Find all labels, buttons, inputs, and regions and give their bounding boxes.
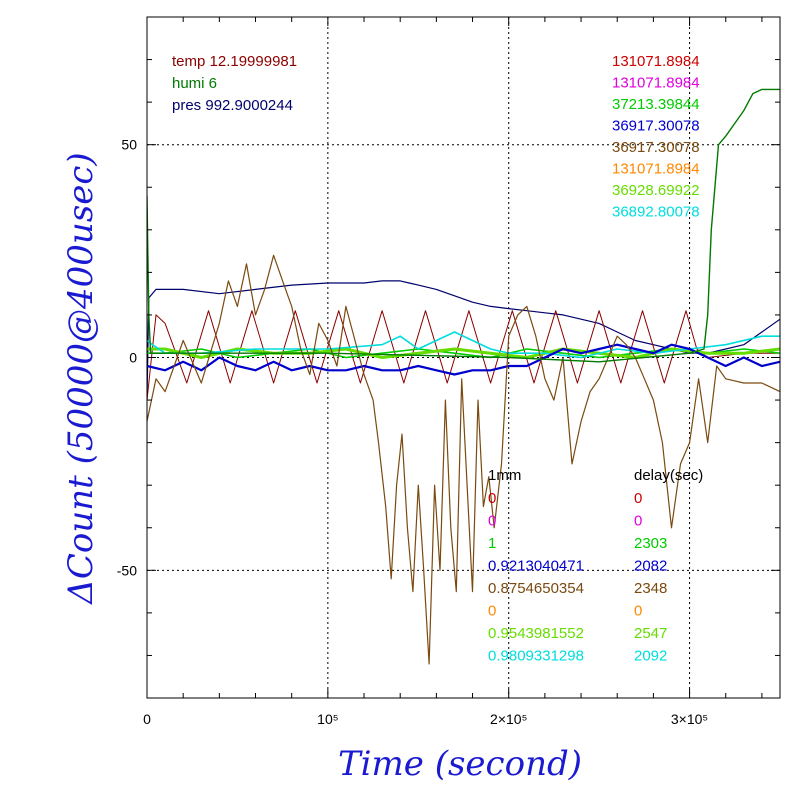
table-delay-value: 2082	[634, 558, 667, 575]
series-line-4	[147, 347, 780, 359]
x-tick-label: 10⁵	[317, 711, 338, 727]
legend-right-entry: 36917.30078	[612, 139, 700, 156]
series-line-2	[147, 310, 780, 401]
table-mm-value: 0	[488, 603, 496, 620]
table-mm-value: 0.9213040471	[488, 558, 584, 575]
series-line-5	[147, 331, 780, 359]
legend-left-entry: temp 12.19999981	[172, 53, 297, 70]
table-mm-value: 1	[488, 535, 496, 552]
y-tick-label: -50	[117, 562, 137, 578]
series-line-8	[147, 88, 780, 363]
y-tick-label: 50	[121, 137, 137, 153]
legend-right-entry: 131071.8984	[612, 53, 700, 70]
legend-right-entry: 37213.39844	[612, 96, 700, 113]
table-header-1mm: 1mm	[488, 467, 521, 484]
table-delay-value: 0	[634, 490, 642, 507]
table-mm-value: 0	[488, 490, 496, 507]
x-tick-label: 2×10⁵	[490, 711, 527, 727]
y-tick-label: 0	[129, 350, 137, 366]
table-delay-value: 2348	[634, 580, 667, 597]
legend-left-entry: pres 992.9000244	[172, 97, 293, 114]
table-mm-value: 0.9809331298	[488, 648, 584, 665]
table-delay-value: 2547	[634, 625, 667, 642]
legend-right-entry: 36928.69922	[612, 182, 700, 199]
table-mm-value: 0.8754650354	[488, 580, 584, 597]
table-mm-value: 0	[488, 513, 496, 530]
table-mm-value: 0.9543981552	[488, 625, 584, 642]
table-header-delay: delay(sec)	[634, 467, 703, 484]
legend-left-entry: humi 6	[172, 75, 217, 92]
series-group	[147, 88, 780, 665]
legend-right-entry: 131071.8984	[612, 75, 700, 92]
legend-left: temp 12.19999981 humi 6 pres 992.9000244	[172, 53, 297, 114]
y-axis-title: ΔCount (50000@400usec)	[61, 152, 101, 605]
table-delay-value: 0	[634, 513, 642, 530]
x-axis-title: Time (second)	[338, 744, 582, 784]
delay-table: 1mm delay(sec) 0 0 0 0 1 2303 0.9213040471 2082 0.…	[488, 467, 703, 665]
legend-right-entry: 131071.8984	[612, 161, 700, 178]
table-delay-value: 0	[634, 603, 642, 620]
ticks: 0 10⁵ 2×10⁵ 3×10⁵ -50 0 50	[117, 17, 780, 727]
series-line-6	[147, 343, 780, 376]
table-delay-value: 2092	[634, 648, 667, 665]
series-line-1	[147, 280, 780, 401]
legend-right-entry: 36917.30078	[612, 118, 700, 135]
table-delay-value: 2303	[634, 535, 667, 552]
legend-right-entry: 36892.80078	[612, 204, 700, 221]
x-tick-label: 3×10⁵	[671, 711, 708, 727]
x-tick-label: 0	[143, 711, 151, 727]
series-line-7	[147, 254, 780, 665]
legend-right: 131071.8984 131071.8984 37213.39844 36917.3…	[612, 53, 700, 221]
